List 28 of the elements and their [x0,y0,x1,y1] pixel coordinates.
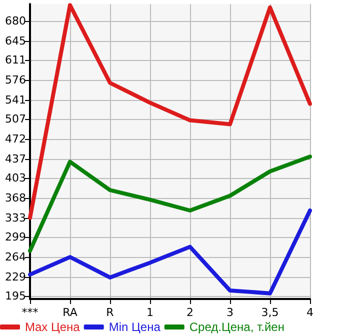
y-tick-label: 299 [5,230,26,244]
x-tick-label: 3,5 [261,306,279,319]
legend-label: Сред.Цена, т.йен [189,320,284,334]
y-tick-label: 264 [5,250,26,264]
y-tick-label: 507 [5,112,26,126]
y-tick-label: 229 [5,270,26,284]
y-tick-label: 333 [5,211,26,224]
line-series [28,154,312,253]
x-tick-label: 1 [146,306,154,319]
x-tick-label: 3 [226,306,234,319]
y-tick-label: 437 [5,152,26,166]
y-tick-label: 576 [5,74,26,87]
x-tick-label: *** [22,306,39,319]
y-tick-label: 195 [5,290,26,303]
y-tick-label: 472 [5,132,26,146]
y-tick-label: 645 [5,34,26,48]
x-tick-label: R [106,306,114,319]
x-tick-label: 2 [186,306,194,319]
y-tick-label: 368 [5,192,26,205]
y-tick-label: 611 [5,54,26,67]
y-tick-label: 680 [5,14,26,28]
x-tick-label: RA [62,306,78,319]
line-series [28,3,312,220]
y-tick-label: 541 [5,93,26,106]
y-tick-label: 403 [5,172,26,185]
legend-label: Max Цена [25,320,80,334]
legend-label: Min Цена [108,320,161,334]
x-tick-label: 4 [306,306,314,319]
